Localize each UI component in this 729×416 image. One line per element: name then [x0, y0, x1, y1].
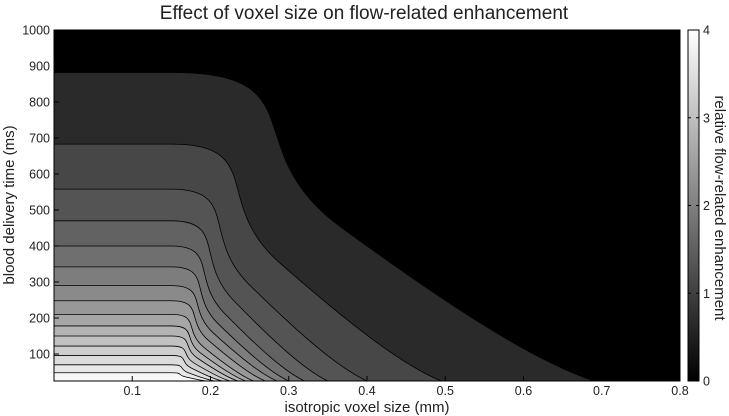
y-tick-label: 800: [29, 96, 50, 110]
y-tick-label: 900: [29, 60, 50, 74]
x-tick-label: 0.1: [124, 384, 141, 398]
x-tick-label: 0.2: [202, 384, 219, 398]
x-tick-label: 0.6: [515, 384, 532, 398]
y-tick-label: 700: [29, 132, 50, 146]
colorbar-tick-label: 0: [703, 375, 710, 389]
x-tick-label: 0.8: [671, 384, 688, 398]
x-tick-label: 0.4: [358, 384, 375, 398]
contour-fills: [54, 72, 595, 381]
y-tick-label: 300: [29, 276, 50, 290]
y-tick-label: 100: [29, 348, 50, 362]
colorbar-tick-label: 1: [703, 287, 710, 301]
y-tick-label: 1000: [22, 24, 50, 38]
x-tick-label: 0.5: [437, 384, 454, 398]
y-axis-label: blood delivery time (ms): [1, 125, 18, 284]
y-axis: 100 200 300 400 500 600 700 800 900 1000: [22, 24, 680, 362]
y-tick-label: 600: [29, 168, 50, 182]
colorbar-ticks: 0 1 2 3 4: [688, 24, 710, 389]
x-tick-label: 0.3: [280, 384, 297, 398]
y-tick-label: 200: [29, 312, 50, 326]
x-tick-label: 0.7: [593, 384, 610, 398]
plot-area: [53, 29, 681, 382]
colorbar-tick-label: 2: [703, 199, 710, 213]
colorbar-label: relative flow-related enhancement: [711, 95, 728, 321]
chart-title: Effect of voxel size on flow-related enh…: [160, 3, 569, 24]
y-tick-label: 500: [29, 204, 50, 218]
x-axis-label: isotropic voxel size (mm): [284, 399, 449, 416]
colorbar-tick-label: 3: [703, 111, 710, 125]
y-tick-label: 400: [29, 240, 50, 254]
colorbar: 0 1 2 3 4: [687, 24, 710, 389]
x-axis: 0.1 0.2 0.3 0.4 0.5 0.6 0.7 0.8: [124, 30, 689, 398]
colorbar-tick-label: 4: [703, 24, 710, 38]
